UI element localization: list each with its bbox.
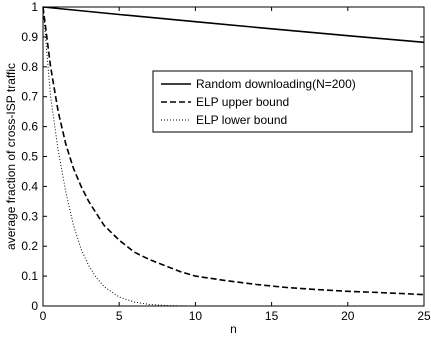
legend: Random downloading(N=200) ELP upper boun… — [152, 70, 413, 133]
y-tick-label: 0 — [31, 299, 38, 313]
y-tick-label: 0.3 — [21, 209, 38, 223]
y-tick-label: 0.6 — [21, 120, 38, 134]
legend-label-random-downloading: Random downloading(N=200) — [196, 77, 356, 91]
y-tick-label: 0.2 — [21, 239, 38, 253]
y-tick-label: 0.5 — [21, 150, 38, 164]
plot-marks — [42, 6, 425, 307]
x-tick-label: 25 — [417, 309, 431, 323]
y-tick-label: 0.1 — [21, 269, 38, 283]
x-axis-label: n — [230, 322, 237, 336]
series-line-random-downloading-n-200 — [42, 6, 425, 44]
legend-box — [152, 70, 413, 133]
x-axis-ticks: 0 5 10 15 20 25 — [40, 7, 431, 323]
y-tick-label: 1 — [31, 0, 38, 14]
legend-label-elp-lower-bound: ELP lower bound — [196, 113, 287, 127]
x-tick-label: 10 — [189, 309, 203, 323]
plot-frame — [42, 6, 425, 307]
y-tick-label: 0.8 — [21, 60, 38, 74]
series-line-elp-upper-bound — [42, 6, 425, 296]
legend-label-elp-upper-bound: ELP upper bound — [196, 95, 289, 109]
x-tick-label: 15 — [265, 309, 279, 323]
y-axis-label: average fraction of cross-ISP traffic — [4, 63, 18, 250]
y-tick-label: 0.9 — [21, 30, 38, 44]
series-line-elp-lower-bound — [42, 6, 424, 307]
x-tick-label: 0 — [40, 309, 47, 323]
x-tick-label: 5 — [116, 309, 123, 323]
y-axis-ticks: 0 0.1 0.2 0.3 0.4 0.5 0.6 0.7 0.8 0.9 1 — [21, 0, 424, 313]
x-tick-label: 20 — [341, 309, 355, 323]
y-tick-label: 0.7 — [21, 90, 38, 104]
y-tick-label: 0.4 — [21, 179, 38, 193]
